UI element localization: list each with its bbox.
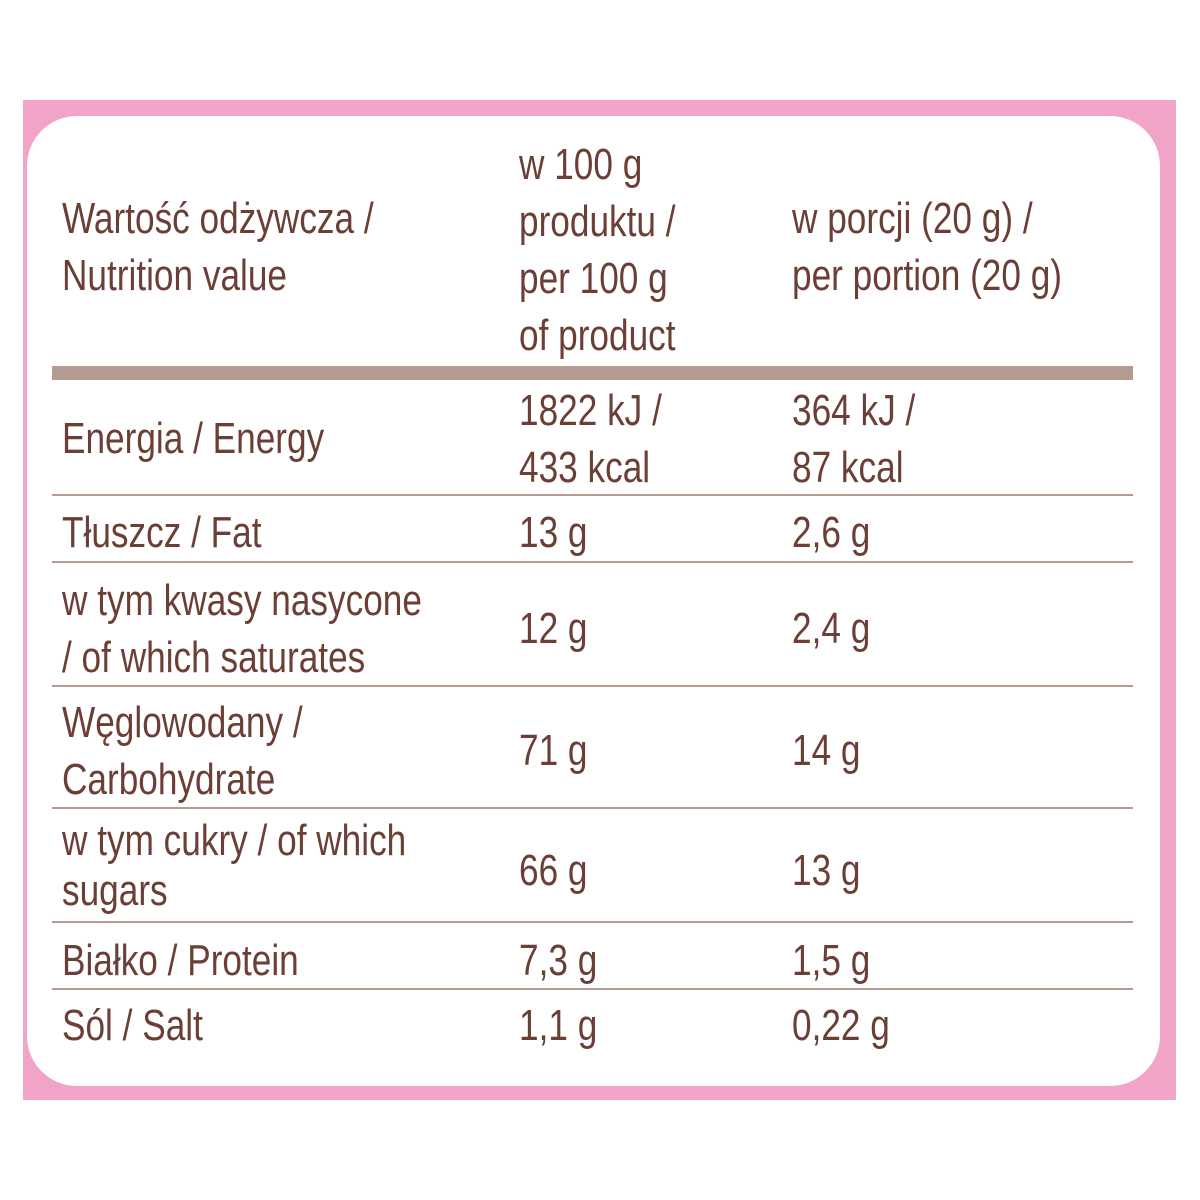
- row-carbohydrate-label-line1: Węglowodany /: [62, 698, 303, 747]
- header-col1-line1: Wartość odżywcza /: [62, 194, 374, 243]
- row-protein-per100: 7,3 g: [519, 936, 598, 985]
- row-carbohydrate-per100: 71 g: [519, 726, 588, 775]
- row-carbohydrate-label-line2: Carbohydrate: [62, 755, 276, 804]
- header-nutrition-value: Wartość odżywcza / Nutrition value: [62, 190, 374, 304]
- header-col1-line2: Nutrition value: [62, 251, 288, 300]
- row-divider: [52, 494, 1133, 496]
- row-divider: [52, 988, 1133, 990]
- row-energy-per100-line2: 433 kcal: [519, 443, 651, 492]
- row-divider: [52, 807, 1133, 809]
- row-carbohydrate-label: Węglowodany / Carbohydrate: [62, 694, 303, 808]
- header-per-100g: w 100 g produktu / per 100 g of product: [519, 136, 676, 364]
- row-divider: [52, 561, 1133, 563]
- row-salt-per100: 1,1 g: [519, 1001, 598, 1050]
- row-carbohydrate-portion: 14 g: [792, 726, 861, 775]
- header-col2-line3: per 100 g: [519, 254, 668, 303]
- row-energy-per100: 1822 kJ / 433 kcal: [519, 382, 662, 496]
- row-energy-portion-line1: 364 kJ /: [792, 386, 916, 435]
- row-fat-portion: 2,6 g: [792, 508, 871, 557]
- row-fat-per100: 13 g: [519, 508, 588, 557]
- header-col2-line4: of product: [519, 311, 676, 360]
- row-energy-label: Energia / Energy: [62, 414, 325, 463]
- row-sugars-label-line1: w tym cukry / of which: [62, 816, 407, 865]
- row-saturates-label: w tym kwasy nasycone / of which saturate…: [62, 572, 422, 686]
- header-col3-line2: per portion (20 g): [792, 251, 1063, 300]
- row-salt-label: Sól / Salt: [62, 1001, 203, 1050]
- row-fat-label: Tłuszcz / Fat: [62, 508, 262, 557]
- row-sugars-label-line2: sugars: [62, 866, 168, 915]
- row-sugars-per100: 66 g: [519, 846, 588, 895]
- row-energy-per100-line1: 1822 kJ /: [519, 386, 662, 435]
- row-sugars-portion: 13 g: [792, 846, 861, 895]
- nutrition-table-card: [27, 116, 1160, 1086]
- row-sugars-label: w tym cukry / of which sugars: [62, 816, 406, 916]
- row-divider: [52, 921, 1133, 923]
- row-energy-portion-line2: 87 kcal: [792, 443, 904, 492]
- row-salt-portion: 0,22 g: [792, 1001, 890, 1050]
- row-saturates-label-line1: w tym kwasy nasycone: [62, 576, 422, 625]
- header-col2-line2: produktu /: [519, 197, 676, 246]
- header-col2-line1: w 100 g: [519, 140, 643, 189]
- row-protein-portion: 1,5 g: [792, 936, 871, 985]
- header-col3-line1: w porcji (20 g) /: [792, 194, 1033, 243]
- row-divider: [52, 685, 1133, 687]
- row-energy-portion: 364 kJ / 87 kcal: [792, 382, 915, 496]
- header-divider: [52, 366, 1133, 380]
- row-protein-label: Białko / Protein: [62, 936, 299, 985]
- row-saturates-per100: 12 g: [519, 604, 588, 653]
- row-saturates-label-line2: / of which saturates: [62, 633, 366, 682]
- row-saturates-portion: 2,4 g: [792, 604, 871, 653]
- header-per-portion: w porcji (20 g) / per portion (20 g): [792, 190, 1062, 304]
